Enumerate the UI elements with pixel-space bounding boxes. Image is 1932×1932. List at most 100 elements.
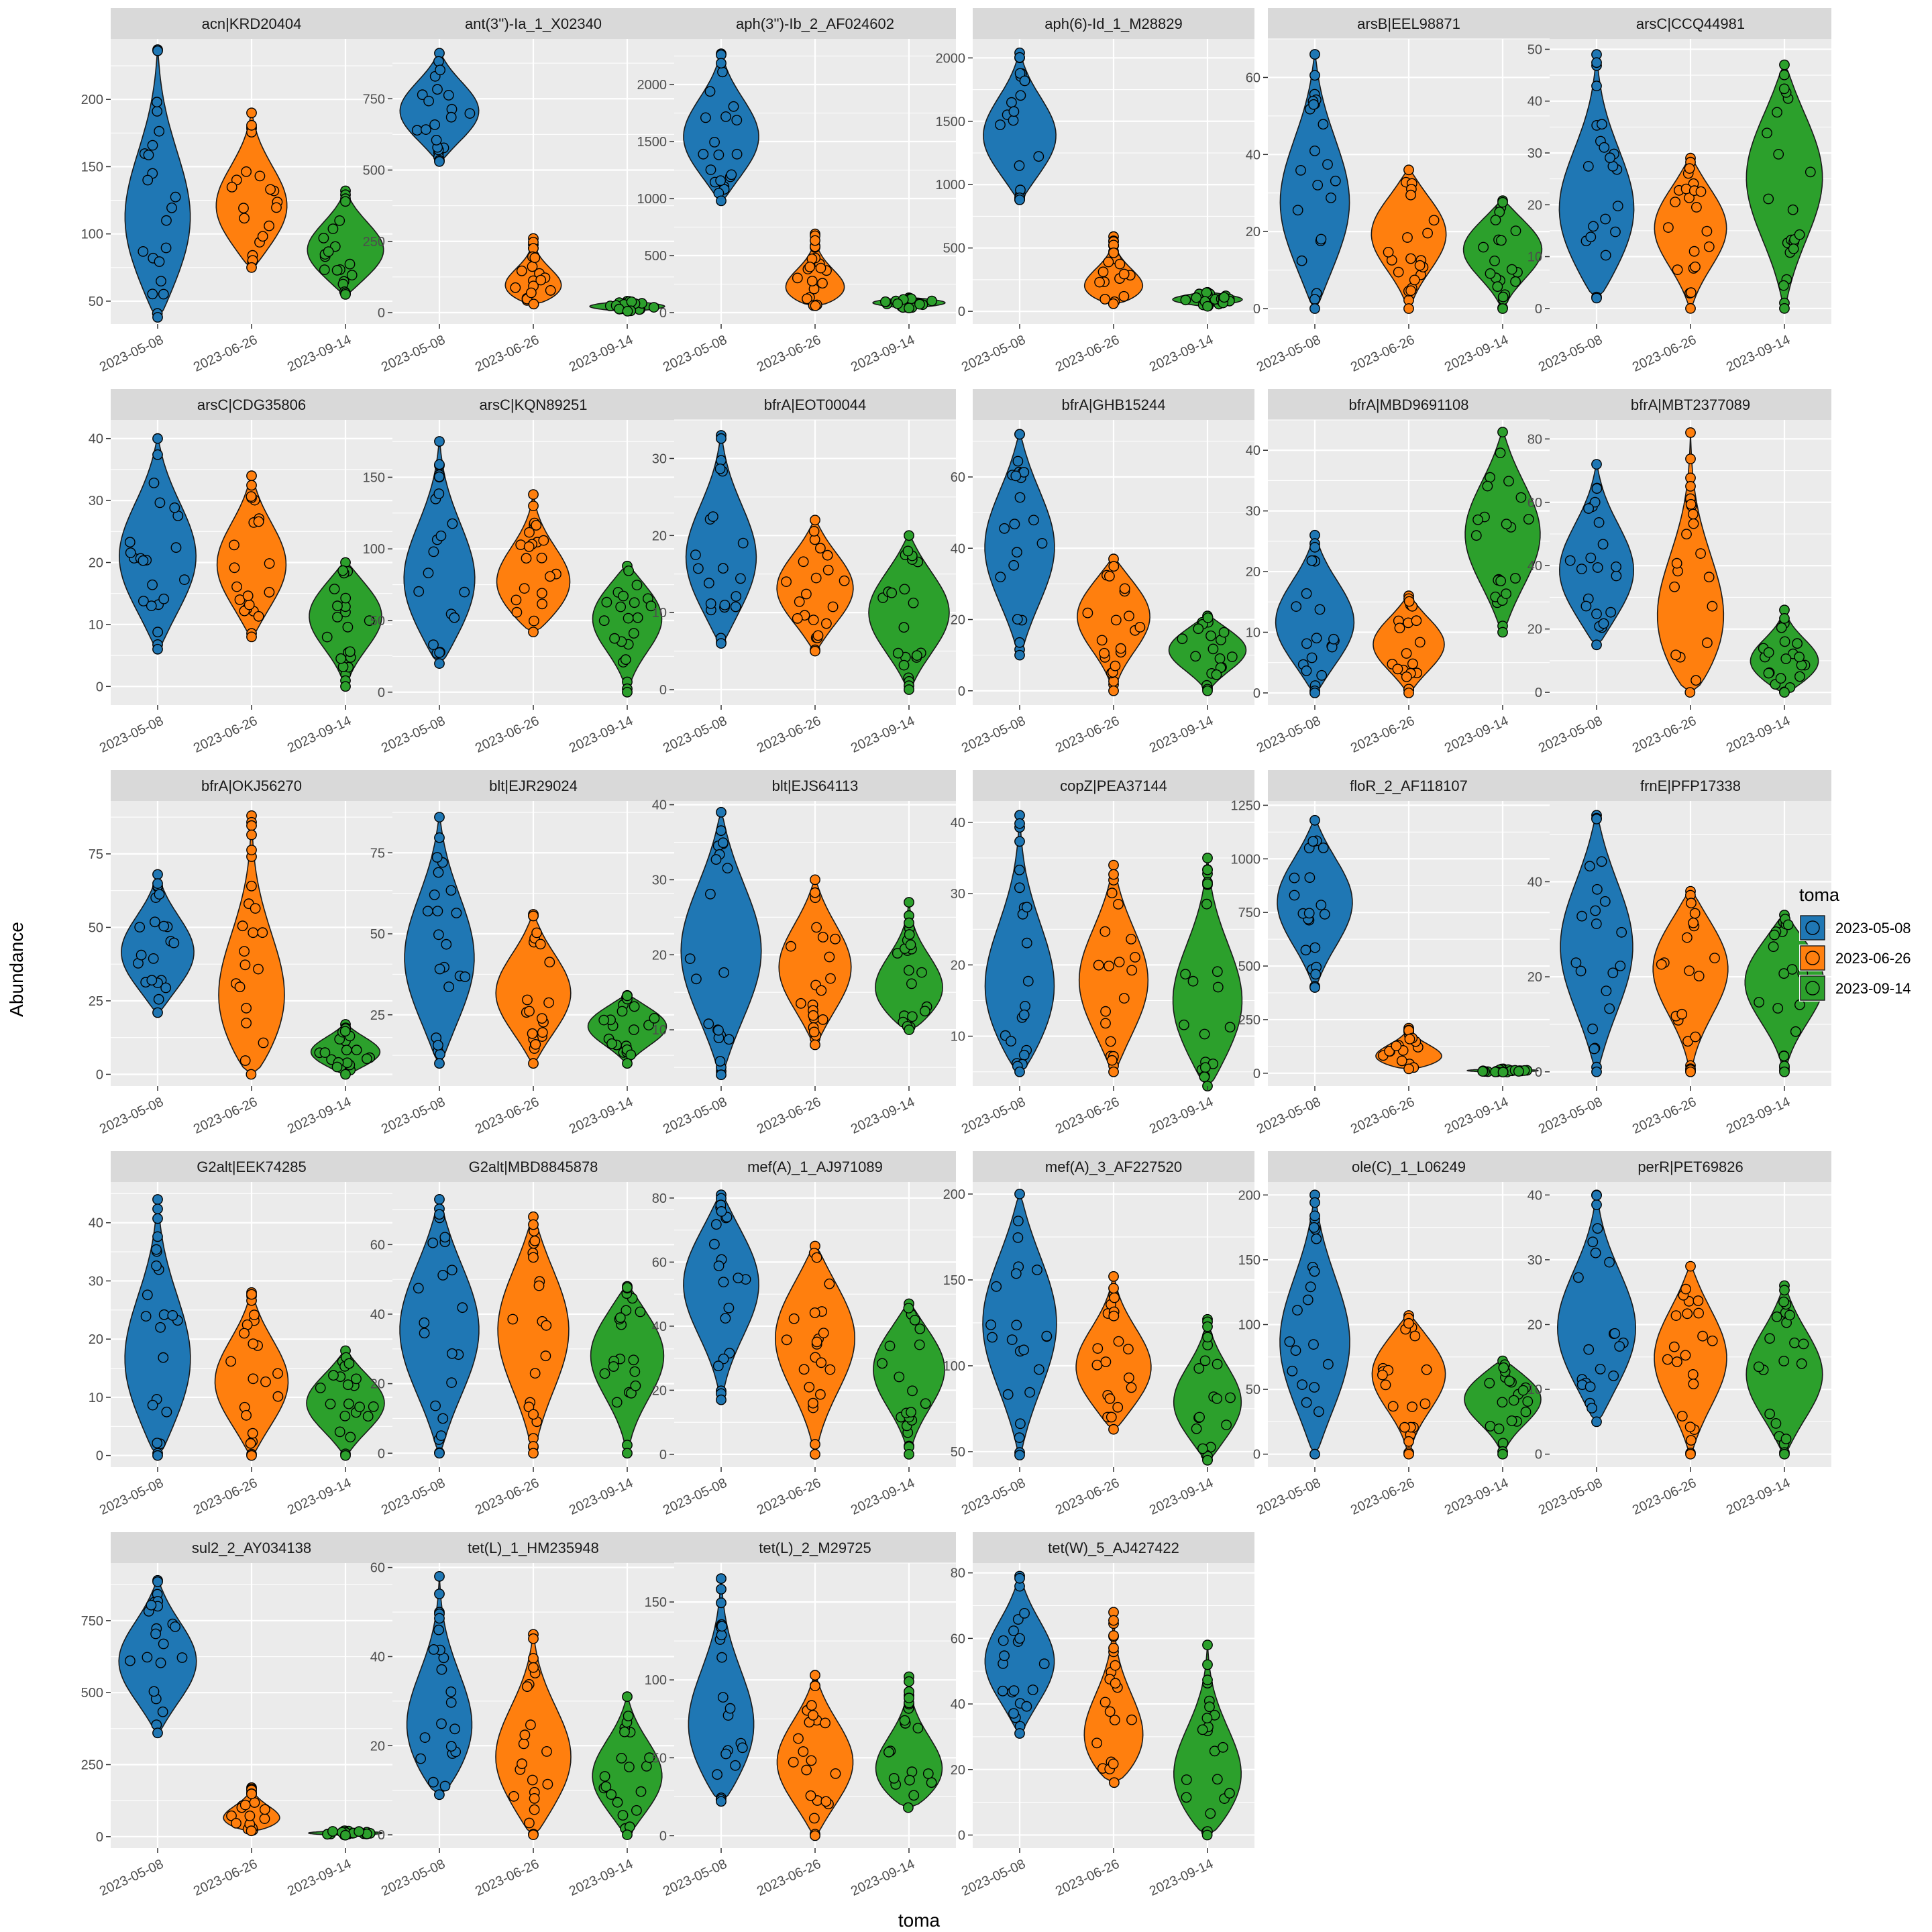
x-tick-label: 2023-09-14 [1442, 333, 1511, 375]
data-point [926, 295, 938, 307]
data-point [816, 985, 827, 996]
data-point [1407, 1401, 1418, 1413]
data-point [1399, 1421, 1410, 1433]
data-point [531, 927, 542, 938]
data-point [811, 1252, 822, 1263]
data-point [710, 1219, 722, 1230]
data-point [231, 1817, 241, 1829]
data-point [1179, 1019, 1189, 1030]
data-point [411, 125, 423, 136]
data-point [237, 920, 248, 932]
data-point [1328, 633, 1339, 645]
y-tick-label: 20 [89, 556, 103, 571]
data-point [1021, 902, 1032, 913]
facet-strip [674, 1532, 956, 1563]
data-point [152, 105, 163, 117]
data-point [155, 1657, 166, 1668]
data-point [1591, 1190, 1602, 1201]
data-point [649, 1013, 660, 1024]
facet-title: arsC|CCQ44981 [1636, 15, 1745, 32]
data-point [1779, 59, 1790, 70]
data-point [1703, 572, 1715, 583]
data-point [1108, 1758, 1119, 1770]
x-tick-label: 2023-06-26 [473, 1476, 541, 1518]
data-point [423, 568, 434, 578]
data-point [229, 539, 239, 551]
data-point [158, 1352, 169, 1363]
data-point [246, 820, 257, 831]
data-point [1593, 517, 1605, 528]
data-point [712, 1769, 723, 1780]
data-point [1330, 175, 1341, 186]
data-point [1028, 515, 1039, 526]
x-tick-label: 2023-09-14 [1147, 1857, 1216, 1899]
data-point [1688, 246, 1700, 257]
data-point [808, 1026, 820, 1038]
data-point [1110, 660, 1121, 672]
data-point [1403, 1436, 1414, 1447]
data-point [433, 488, 445, 499]
data-point [528, 500, 539, 511]
data-point [1212, 966, 1223, 977]
data-point [905, 939, 916, 951]
data-point [724, 1703, 736, 1714]
data-point [545, 571, 555, 582]
data-point [524, 1817, 535, 1829]
data-point [331, 1061, 343, 1073]
data-point [146, 975, 158, 986]
data-point [716, 1652, 728, 1663]
data-point [1792, 638, 1803, 649]
data-point [716, 806, 727, 818]
data-point [1297, 1379, 1308, 1391]
data-point [811, 922, 822, 933]
data-point [1318, 119, 1329, 130]
facet-title: ant(3'')-Ia_1_X02340 [465, 15, 602, 32]
data-point [434, 1058, 445, 1069]
data-point [1485, 268, 1496, 279]
data-point [1202, 1332, 1214, 1343]
data-point [1014, 637, 1025, 648]
data-point [1523, 514, 1534, 525]
data-point [459, 586, 470, 598]
facet-panel: mef(A)_3_AF227520 50 100 150 200 2023-05-08 20… [943, 1151, 1254, 1518]
y-tick-label: 500 [81, 1686, 103, 1701]
data-point [802, 293, 812, 305]
data-point [341, 1057, 353, 1069]
x-tick-label: 2023-05-08 [379, 1095, 447, 1137]
data-point [434, 1194, 445, 1205]
y-tick-label: 0 [1253, 686, 1260, 701]
data-point [726, 169, 737, 180]
legend-label: 2023-05-08 [1835, 920, 1911, 936]
data-point [260, 1376, 271, 1387]
data-point [713, 1025, 724, 1036]
data-point [176, 1652, 188, 1663]
data-point [1310, 969, 1322, 980]
data-point [146, 1599, 157, 1611]
data-point [1014, 492, 1026, 503]
data-point [1202, 1674, 1213, 1686]
y-tick-label: 40 [1527, 95, 1542, 109]
data-point [1685, 303, 1696, 314]
data-point [898, 659, 910, 671]
data-point [904, 684, 914, 695]
x-tick-label: 2023-09-14 [285, 1476, 354, 1518]
data-point [1701, 225, 1713, 237]
data-point [152, 433, 163, 444]
data-point [1403, 1318, 1414, 1329]
legend-label: 2023-09-14 [1835, 980, 1911, 997]
data-point [810, 300, 821, 311]
data-point [1780, 653, 1792, 664]
y-tick-label: 20 [652, 1383, 667, 1398]
data-point [152, 449, 163, 460]
data-point [728, 101, 739, 112]
y-tick-label: 0 [1535, 1448, 1542, 1462]
x-tick-label: 2023-06-26 [191, 333, 260, 375]
data-point [1768, 941, 1779, 953]
data-point [1697, 1330, 1709, 1342]
x-tick-label: 2023-06-26 [191, 714, 260, 756]
y-axis-title: Abundance [6, 922, 27, 1017]
data-point [148, 478, 160, 488]
data-point [1309, 1382, 1320, 1393]
data-point [720, 111, 731, 122]
y-tick-label: 750 [363, 92, 385, 107]
